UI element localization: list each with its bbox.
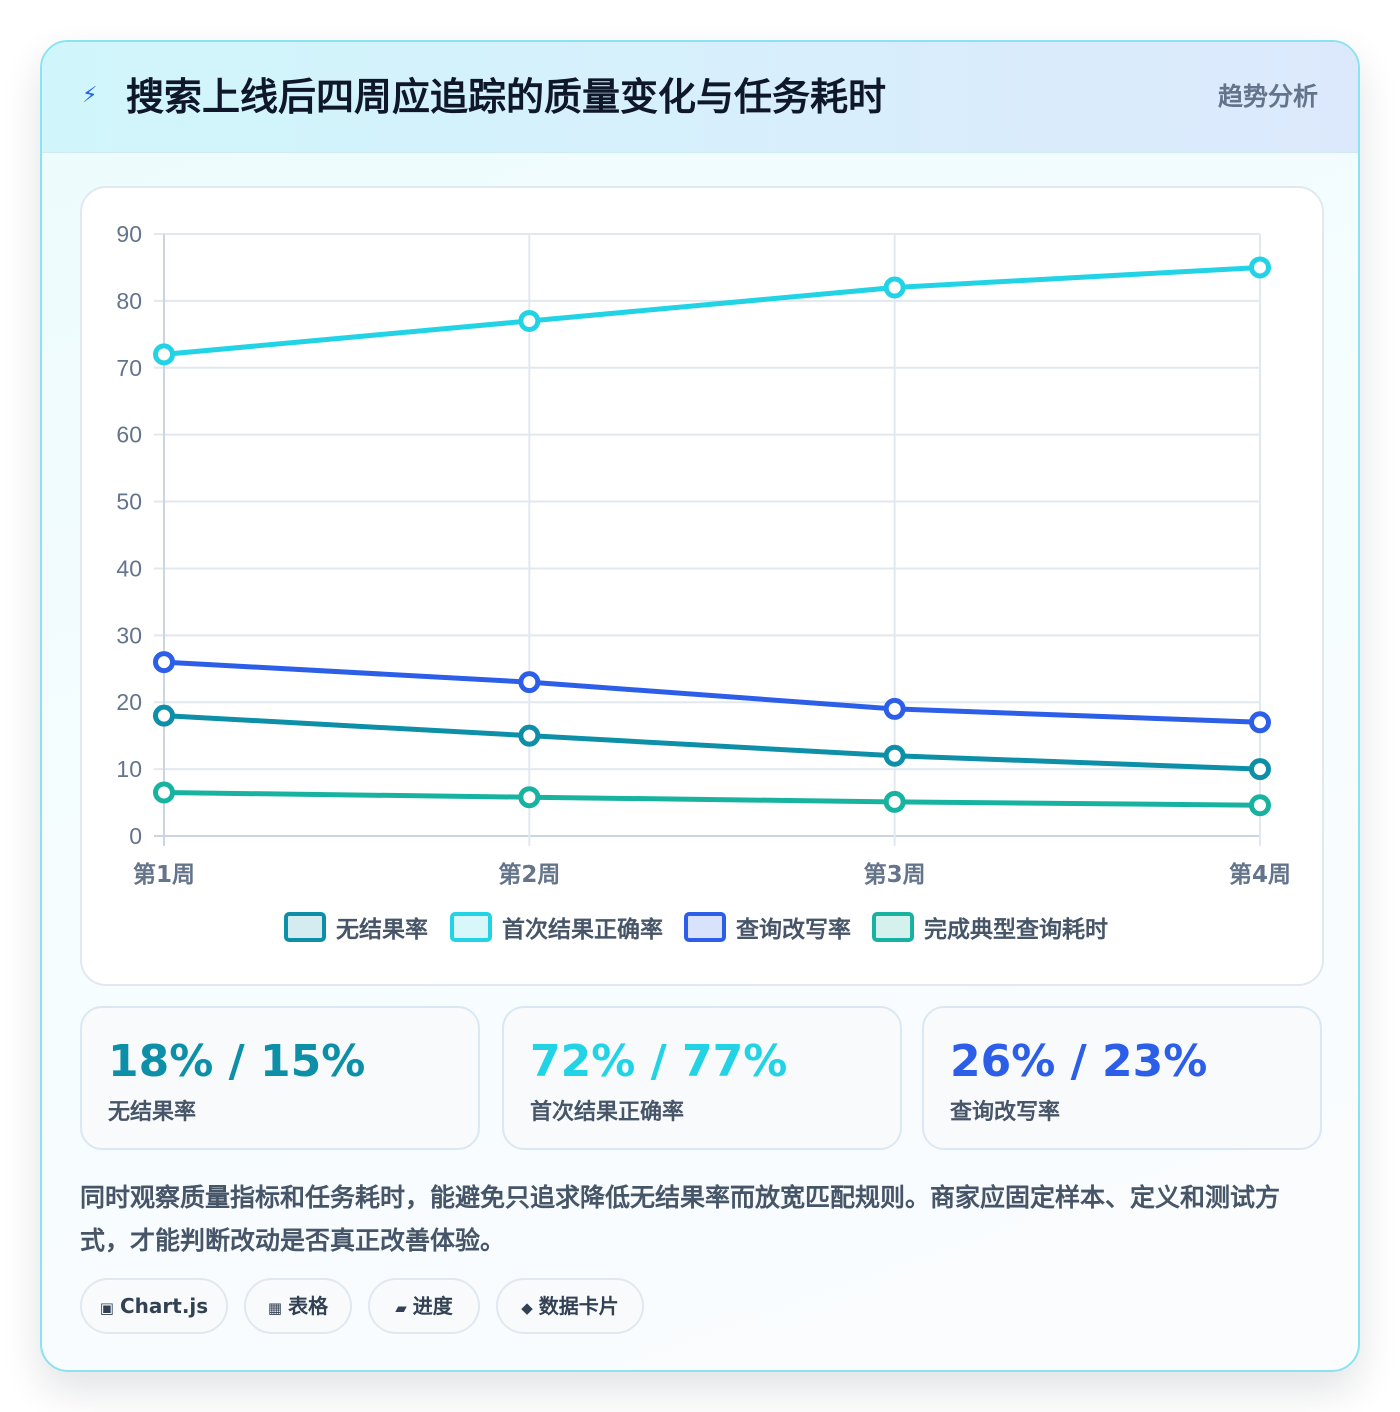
x-tick-label: 第1周 [133,861,195,888]
chip-progress[interactable]: ▰ 进度 [368,1278,480,1334]
insight-note: 同时观察质量指标和任务耗时，能避免只追求降低无结果率而放宽匹配规则。商家应固定样… [80,1183,1281,1255]
data-point [518,724,541,747]
data-point [1249,794,1271,817]
legend-label: 完成典型查询耗时 [924,916,1108,943]
kpi-value: 18% / 15% [108,1036,366,1087]
data-point [1249,711,1271,734]
y-tick-label: 60 [116,422,142,448]
lightning-icon: ⚡ [82,83,98,108]
legend-label: 无结果率 [336,916,428,943]
legend-label: 首次结果正确率 [502,916,663,943]
data-point [883,276,906,299]
data-point [518,671,541,694]
series-line-3 [161,790,1263,808]
legend-swatch [450,912,492,942]
data-point [153,343,175,366]
data-point [1249,256,1271,279]
kpi-card-query-rewrite: 26% / 23% 查询改写率 [922,1006,1322,1150]
y-tick-label: 80 [116,288,142,314]
y-tick-label: 20 [116,689,142,715]
y-tick-label: 10 [116,756,142,782]
kpi-label: 无结果率 [108,1100,197,1125]
chip-label: 数据卡片 [538,1294,619,1318]
data-point [518,309,541,332]
chip-data-card[interactable]: ◆ 数据卡片 [496,1278,644,1334]
legend-label: 查询改写率 [736,916,851,943]
x-tick-label: 第2周 [498,861,560,888]
progress-icon: ▰ [395,1299,407,1317]
series-line-1 [161,264,1263,357]
y-tick-label: 30 [116,622,142,648]
table-icon: ▦ [267,1299,283,1317]
legend-swatch [872,912,914,942]
y-tick-label: 50 [116,489,142,515]
kpi-label: 查询改写率 [950,1100,1061,1125]
x-tick-label: 第4周 [1229,861,1291,888]
kpi-value: 26% / 23% [950,1036,1208,1087]
kpi-card-no-result: 18% / 15% 无结果率 [80,1006,480,1150]
y-tick-label: 70 [116,355,142,381]
kpi-label: 首次结果正确率 [530,1100,685,1125]
data-point [153,651,175,674]
series-line-2 [161,659,1263,725]
series-line-0 [161,713,1263,772]
chart-icon: ▣ [99,1299,114,1317]
data-point [1249,758,1271,781]
chip-label: 进度 [412,1294,453,1318]
chip-table[interactable]: ▦ 表格 [244,1278,352,1334]
kpi-card-first-result-accuracy: 72% / 77% 首次结果正确率 [502,1006,902,1150]
data-point [883,790,906,813]
chip-chartjs[interactable]: ▣ Chart.js [80,1278,228,1334]
y-tick-label: 0 [129,823,142,849]
x-tick-label: 第3周 [864,861,926,888]
trend-card: ⚡ 搜索上线后四周应追踪的质量变化与任务耗时 趋势分析 0 10 20 30 40 50 6… [40,40,1360,1372]
y-tick-label: 40 [116,555,142,581]
y-tick-label: 90 [116,221,142,247]
kpi-value: 72% / 77% [530,1036,788,1087]
chart-panel: 0 10 20 30 40 50 60 70 80 90 第1周 第2周 第3周 第4周无结果率 首次结果正… [80,186,1324,986]
data-point [883,697,906,720]
card-title: 搜索上线后四周应追踪的质量变化与任务耗时 [126,75,887,119]
data-point [153,781,175,804]
diamond-icon: ◆ [521,1299,533,1317]
legend-swatch [684,912,726,942]
card-header: ⚡ 搜索上线后四周应追踪的质量变化与任务耗时 趋势分析 [42,42,1358,153]
chip-label: 表格 [288,1294,329,1318]
data-point [518,786,541,809]
legend-swatch [284,912,326,942]
chip-label: Chart.js [119,1294,209,1318]
card-tag: 趋势分析 [1217,82,1318,111]
data-point [153,704,175,727]
data-point [883,744,906,767]
